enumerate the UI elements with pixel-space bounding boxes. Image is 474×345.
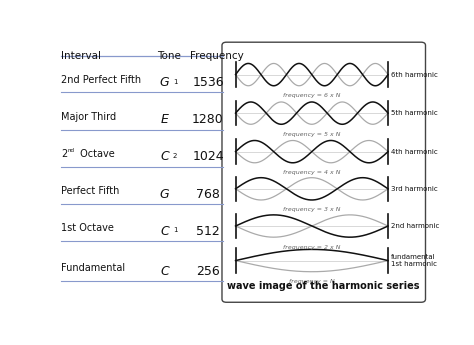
Text: 512: 512 <box>196 225 220 238</box>
Text: frequency = 5 x N: frequency = 5 x N <box>283 132 340 137</box>
Text: 1024: 1024 <box>192 150 224 163</box>
Text: E: E <box>161 113 169 126</box>
Text: 2nd harmonic: 2nd harmonic <box>391 223 439 229</box>
Text: Frequency: Frequency <box>190 51 244 61</box>
Text: 4th harmonic: 4th harmonic <box>391 149 438 155</box>
Text: 1: 1 <box>173 79 177 85</box>
Text: frequency = 2 x N: frequency = 2 x N <box>283 245 340 250</box>
Text: Perfect Fifth: Perfect Fifth <box>61 186 119 196</box>
Text: C: C <box>160 265 169 277</box>
Text: 1280: 1280 <box>192 113 224 126</box>
Text: 2: 2 <box>61 149 67 159</box>
Text: Major Third: Major Third <box>61 112 116 122</box>
FancyBboxPatch shape <box>222 42 426 302</box>
Text: G: G <box>160 188 170 200</box>
Text: 5th harmonic: 5th harmonic <box>391 110 438 116</box>
Text: 2: 2 <box>173 153 177 159</box>
Text: wave image of the harmonic series: wave image of the harmonic series <box>228 281 420 291</box>
Text: nd: nd <box>68 148 75 152</box>
Text: 768: 768 <box>196 188 220 200</box>
Text: Interval: Interval <box>61 51 101 61</box>
Text: frequency = N: frequency = N <box>289 279 335 284</box>
Text: 1st Octave: 1st Octave <box>61 223 114 233</box>
Text: 1: 1 <box>173 227 177 233</box>
Text: 3rd harmonic: 3rd harmonic <box>391 186 438 192</box>
Text: G: G <box>160 76 170 89</box>
Text: Tone: Tone <box>156 51 181 61</box>
Text: frequency = 4 x N: frequency = 4 x N <box>283 170 340 175</box>
Text: frequency = 6 x N: frequency = 6 x N <box>283 93 340 98</box>
Text: frequency = 3 x N: frequency = 3 x N <box>283 207 340 213</box>
Text: 256: 256 <box>196 265 220 277</box>
Text: C: C <box>160 225 169 238</box>
Text: Fundamental: Fundamental <box>61 263 125 273</box>
Text: C: C <box>160 150 169 163</box>
Text: 2nd Perfect Fifth: 2nd Perfect Fifth <box>61 75 141 85</box>
Text: Octave: Octave <box>76 149 114 159</box>
Text: fundamental
1st harmonic: fundamental 1st harmonic <box>391 254 437 267</box>
Text: 1536: 1536 <box>192 76 224 89</box>
Text: 6th harmonic: 6th harmonic <box>391 72 438 78</box>
